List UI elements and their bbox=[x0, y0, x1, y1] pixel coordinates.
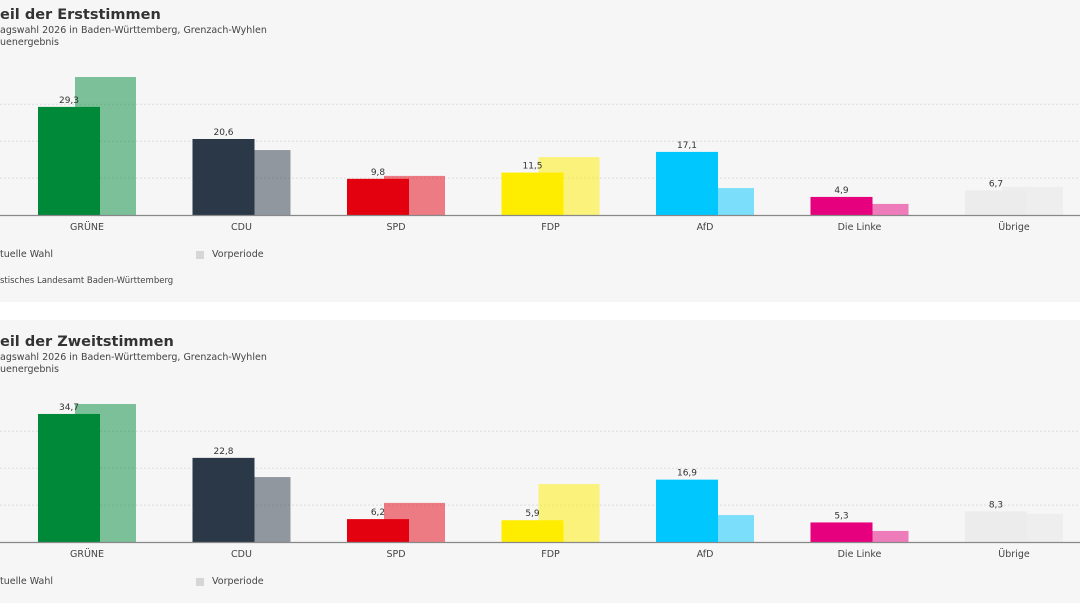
legend-current: tuelle Wahl bbox=[0, 249, 54, 260]
legend-previous: Vorperiode bbox=[212, 576, 264, 587]
data-label: 6,2 bbox=[371, 508, 385, 518]
chart-panel-zweitstimmen: eil der Zweitstimmen agswahl 2026 in Bad… bbox=[0, 320, 1080, 603]
data-label: 22,8 bbox=[213, 447, 233, 457]
chart-subtitle-2: uenergebnis bbox=[0, 364, 59, 375]
category-label: Übrige bbox=[998, 549, 1030, 560]
chart-title: eil der Zweitstimmen bbox=[0, 334, 174, 350]
legend-swatch-previous bbox=[196, 578, 204, 586]
data-label: 34,7 bbox=[59, 403, 79, 413]
data-label: 5,9 bbox=[525, 509, 540, 519]
data-label: 5,3 bbox=[834, 511, 848, 521]
bar-current-0 bbox=[38, 106, 100, 215]
bar-current-6 bbox=[965, 511, 1027, 542]
category-label: GRÜNE bbox=[70, 549, 104, 560]
chart-title: eil der Erststimmen bbox=[0, 7, 161, 23]
chart-panel-erststimmen: eil der Erststimmen agswahl 2026 in Bade… bbox=[0, 7, 1080, 286]
bar-current-5 bbox=[810, 196, 873, 215]
data-label: 29,3 bbox=[59, 96, 79, 106]
bar-current-1 bbox=[192, 457, 255, 542]
bar-current-0 bbox=[38, 413, 100, 542]
bar-current-6 bbox=[965, 190, 1027, 215]
data-label: 8,3 bbox=[989, 500, 1003, 510]
chart-subtitle: agswahl 2026 in Baden-Württemberg, Grenz… bbox=[0, 352, 267, 363]
category-label: SPD bbox=[386, 222, 405, 233]
category-label: Übrige bbox=[998, 222, 1030, 233]
data-label: 6,7 bbox=[989, 179, 1003, 189]
legend-previous: Vorperiode bbox=[212, 249, 264, 260]
data-label: 11,5 bbox=[522, 162, 542, 172]
category-label: GRÜNE bbox=[70, 222, 104, 233]
bar-current-4 bbox=[656, 151, 718, 215]
legend-swatch-previous bbox=[196, 251, 204, 259]
source-note: stisches Landesamt Baden-Württemberg bbox=[0, 276, 174, 286]
category-label: SPD bbox=[386, 549, 405, 560]
category-label: Die Linke bbox=[838, 222, 882, 233]
bar-current-2 bbox=[347, 519, 409, 542]
chart-subtitle: agswahl 2026 in Baden-Württemberg, Grenz… bbox=[0, 25, 267, 36]
data-label: 17,1 bbox=[677, 141, 697, 151]
chart-subtitle-2: uenergebnis bbox=[0, 37, 59, 48]
category-label: FDP bbox=[541, 222, 560, 233]
bar-current-3 bbox=[501, 172, 564, 215]
bar-chart-zweitstimmen: 34,7 GRÜNE 22,8 CDU 6,2 SPD 5,9 FDP 16,9 AfD 5,3 Di… bbox=[0, 403, 1080, 560]
category-label: AfD bbox=[697, 222, 714, 233]
bar-current-2 bbox=[347, 178, 409, 215]
bar-previous-5 bbox=[847, 203, 909, 215]
legend-current: tuelle Wahl bbox=[0, 576, 54, 587]
category-label: FDP bbox=[541, 549, 560, 560]
data-label: 9,8 bbox=[371, 168, 386, 178]
bar-current-4 bbox=[656, 479, 718, 542]
data-label: 4,9 bbox=[834, 186, 849, 196]
category-label: CDU bbox=[231, 549, 252, 560]
bar-current-5 bbox=[810, 522, 873, 542]
bar-chart-erststimmen: 29,3 GRÜNE 20,6 CDU 9,8 SPD 11,5 FDP 17,1 AfD 4,9 D… bbox=[0, 76, 1080, 233]
bar-current-1 bbox=[192, 138, 255, 215]
data-label: 20,6 bbox=[213, 128, 233, 138]
category-label: Die Linke bbox=[838, 549, 882, 560]
category-label: CDU bbox=[231, 222, 252, 233]
data-label: 16,9 bbox=[677, 469, 697, 479]
bar-previous-5 bbox=[847, 530, 909, 542]
bar-current-3 bbox=[501, 520, 564, 542]
category-label: AfD bbox=[697, 549, 714, 560]
